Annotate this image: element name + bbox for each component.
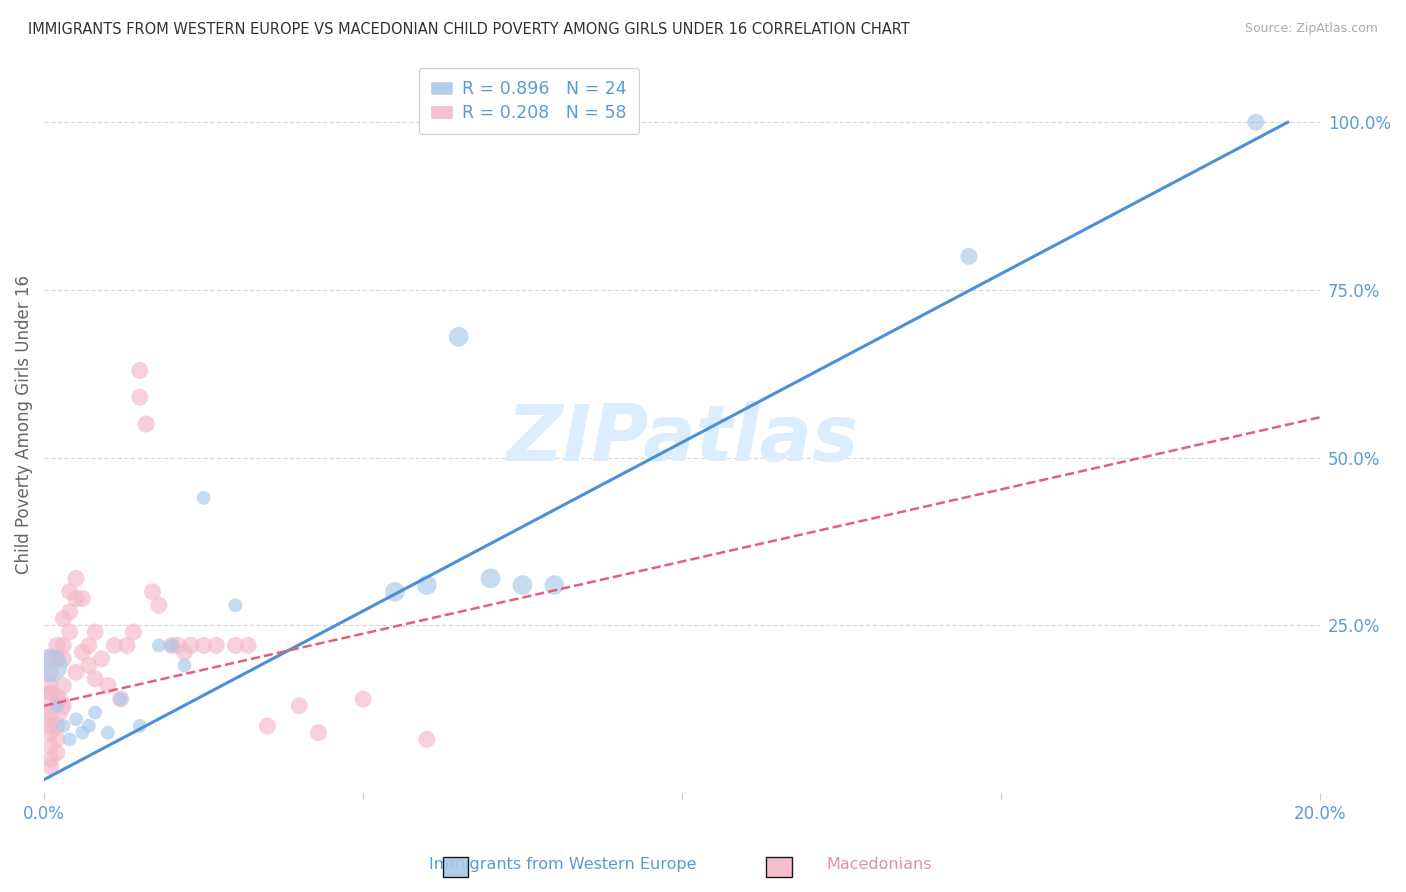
Point [97, 725, 120, 739]
Point [52, 719, 75, 733]
Point [512, 578, 534, 592]
Point [65, 712, 87, 726]
Point [45, 746, 67, 760]
Point [141, 584, 163, 599]
Point [205, 639, 228, 653]
Point [39, 665, 62, 680]
Point [97, 679, 120, 693]
Point [45, 719, 67, 733]
Point [160, 639, 183, 653]
Text: Immigrants from Western Europe: Immigrants from Western Europe [429, 857, 696, 872]
Point [65, 571, 87, 585]
Point [193, 639, 215, 653]
Point [384, 584, 406, 599]
Point [173, 658, 195, 673]
Point [543, 578, 565, 592]
Point [52, 652, 75, 666]
Point [77, 719, 100, 733]
Point [59, 584, 82, 599]
Point [957, 249, 980, 263]
Point [84, 672, 107, 686]
Text: ZIPatlas: ZIPatlas [506, 401, 858, 477]
Text: IMMIGRANTS FROM WESTERN EUROPE VS MACEDONIAN CHILD POVERTY AMONG GIRLS UNDER 16 : IMMIGRANTS FROM WESTERN EUROPE VS MACEDO… [28, 22, 910, 37]
Point [110, 692, 132, 706]
Point [39, 685, 62, 699]
Legend: R = 0.896   N = 24, R = 0.208   N = 58: R = 0.896 N = 24, R = 0.208 N = 58 [419, 68, 638, 134]
Point [45, 732, 67, 747]
Point [72, 725, 94, 739]
Point [39, 759, 62, 773]
Point [447, 330, 470, 344]
Point [65, 591, 87, 606]
Text: Macedonians: Macedonians [825, 857, 932, 872]
Point [1244, 115, 1267, 129]
Point [59, 625, 82, 640]
Point [180, 639, 202, 653]
Point [115, 639, 138, 653]
Point [52, 611, 75, 625]
Point [90, 652, 112, 666]
Point [59, 732, 82, 747]
Point [160, 639, 183, 653]
Point [167, 639, 190, 653]
Point [39, 658, 62, 673]
Point [224, 639, 246, 653]
Point [39, 679, 62, 693]
Point [416, 732, 439, 747]
Point [173, 645, 195, 659]
Point [128, 363, 150, 377]
Point [39, 725, 62, 739]
Point [84, 706, 107, 720]
Point [39, 698, 62, 713]
Point [148, 598, 170, 612]
Point [193, 491, 215, 505]
Point [39, 752, 62, 766]
Point [224, 598, 246, 612]
Point [84, 625, 107, 640]
Point [256, 719, 278, 733]
Point [39, 706, 62, 720]
Point [128, 390, 150, 404]
Point [479, 571, 502, 585]
Point [52, 639, 75, 653]
Point [52, 679, 75, 693]
Point [45, 692, 67, 706]
Point [307, 725, 329, 739]
Point [45, 652, 67, 666]
Point [65, 665, 87, 680]
Point [39, 652, 62, 666]
Point [72, 645, 94, 659]
Point [352, 692, 374, 706]
Point [39, 739, 62, 753]
Point [77, 639, 100, 653]
Point [128, 719, 150, 733]
Point [59, 605, 82, 619]
Point [135, 417, 157, 431]
Point [148, 639, 170, 653]
Point [72, 591, 94, 606]
Point [52, 698, 75, 713]
Point [39, 719, 62, 733]
Point [45, 698, 67, 713]
Point [103, 639, 125, 653]
Point [77, 658, 100, 673]
Text: Source: ZipAtlas.com: Source: ZipAtlas.com [1244, 22, 1378, 36]
Point [122, 625, 145, 640]
Point [45, 639, 67, 653]
Point [238, 639, 260, 653]
Point [110, 692, 132, 706]
Point [416, 578, 439, 592]
Point [288, 698, 311, 713]
Y-axis label: Child Poverty Among Girls Under 16: Child Poverty Among Girls Under 16 [15, 275, 32, 574]
